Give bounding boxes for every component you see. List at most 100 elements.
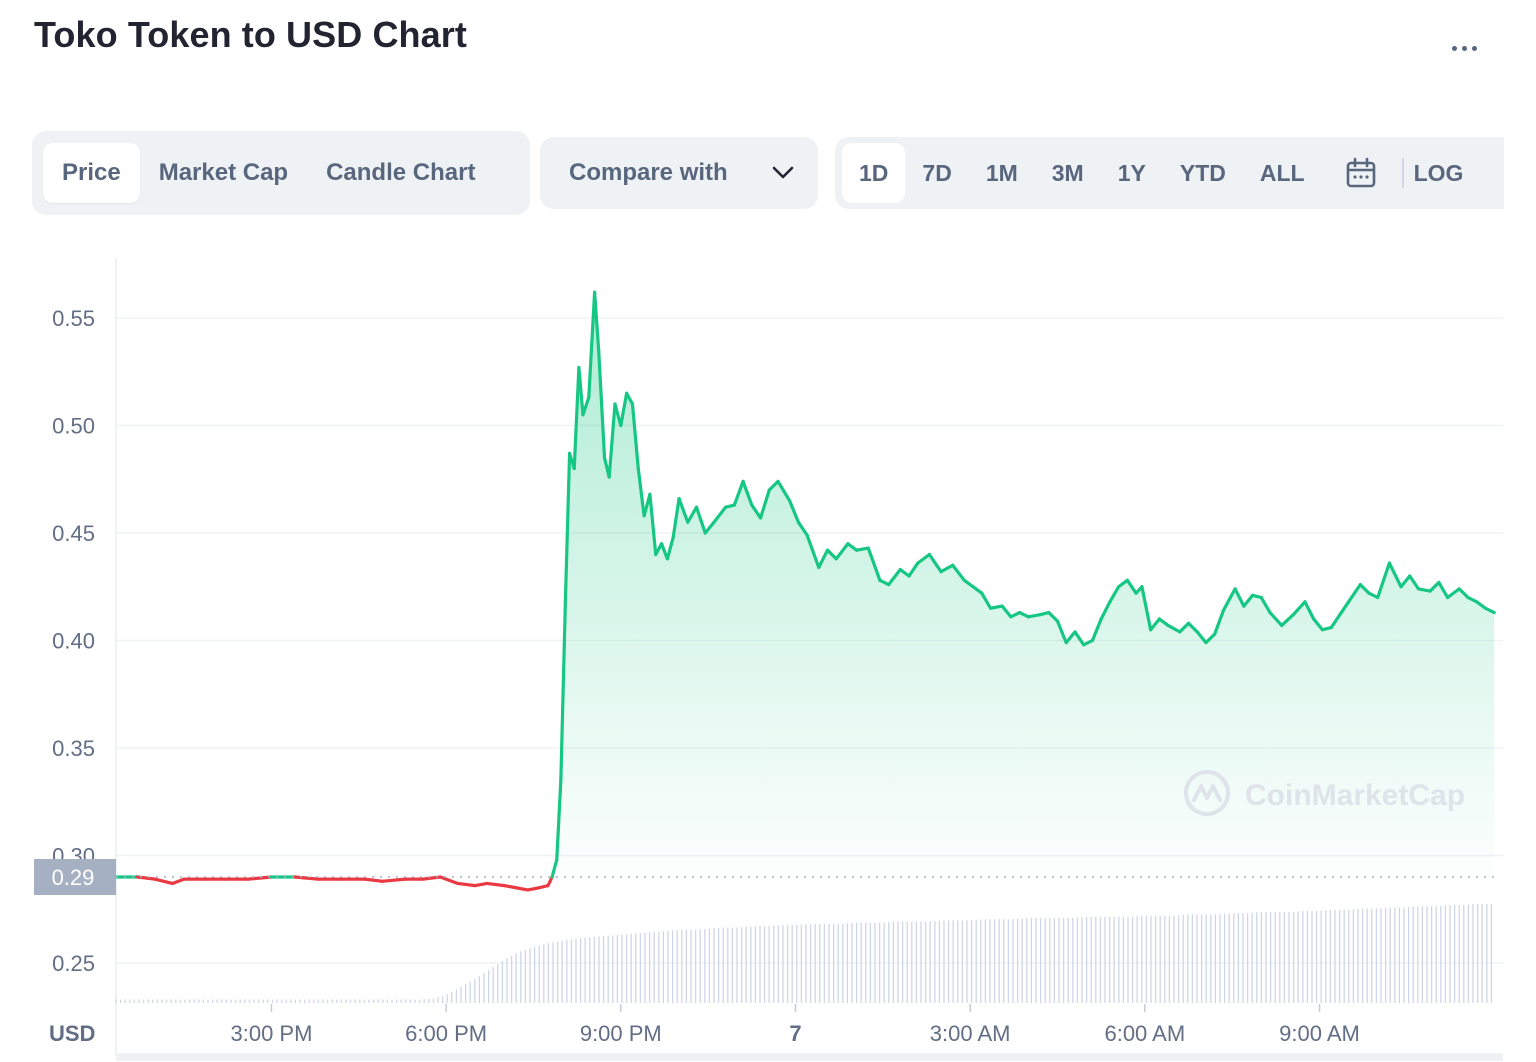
price-line-segment	[630, 402, 640, 471]
range-3m[interactable]: 3M	[1051, 160, 1084, 186]
price-line-segment	[834, 542, 850, 561]
price-line-segment	[1149, 617, 1161, 632]
price-line-segment	[559, 595, 568, 782]
price-line-segment	[1233, 587, 1246, 608]
price-line-segment	[1055, 619, 1068, 645]
y-axis-unit-label: USD	[49, 1021, 95, 1046]
tab-price[interactable]: Price	[43, 143, 140, 203]
price-line-segment	[587, 290, 597, 400]
price-line-segment	[1213, 608, 1226, 636]
calendar-icon[interactable]	[1330, 143, 1392, 203]
price-line-segment	[846, 542, 859, 552]
tab-candle-chart[interactable]: Candle Chart	[326, 159, 476, 186]
price-line-segment	[939, 563, 955, 574]
price-line-segment	[758, 488, 771, 520]
price-line-segment	[988, 604, 1004, 610]
price-line-segment	[597, 348, 607, 460]
price-line-segment	[951, 563, 966, 582]
reference-price-tag	[34, 859, 116, 895]
price-line-segment	[550, 858, 559, 879]
more-horizontal-icon[interactable]	[1446, 34, 1482, 62]
price-line-segment	[1221, 587, 1237, 613]
price-line-segment	[1445, 587, 1461, 600]
x-tick-label: 6:00 PM	[405, 1021, 487, 1046]
price-line-segment	[1125, 578, 1138, 595]
price-line-segment	[526, 886, 541, 892]
price-line-segment	[1099, 600, 1112, 621]
range-1d[interactable]: 1D	[842, 143, 906, 203]
page-title: Toko Token to USD Chart	[34, 14, 467, 55]
tab-market-cap[interactable]: Market Cap	[158, 159, 289, 186]
price-line-segment	[1064, 630, 1077, 645]
x-tick-label: 9:00 AM	[1279, 1021, 1360, 1046]
y-tick-label: 0.35	[52, 736, 95, 761]
price-line-segment	[1026, 613, 1042, 619]
range-1m[interactable]: 1M	[985, 160, 1018, 186]
price-line-segment	[677, 497, 690, 524]
price-line-segment	[694, 505, 707, 535]
price-line-segment	[170, 877, 186, 886]
price-line-segment	[581, 395, 591, 417]
price-line-segment	[1408, 574, 1421, 591]
price-line-segment	[671, 497, 681, 539]
watermark-text: CoinMarketCap	[1245, 779, 1465, 812]
x-tick-label: 6:00 AM	[1104, 1021, 1185, 1046]
price-line-segment	[805, 533, 821, 570]
x-tick-label: 3:00 PM	[230, 1021, 312, 1046]
price-line-segment	[750, 503, 763, 520]
price-line-segment	[825, 548, 838, 561]
price-line-segment	[572, 365, 581, 471]
x-tick-label: 9:00 PM	[580, 1021, 662, 1046]
price-line-segment	[1186, 621, 1199, 634]
price-line-segment	[817, 548, 830, 570]
coinmarketcap-watermark: CoinMarketCap	[1184, 770, 1465, 816]
price-line-segment	[593, 290, 601, 352]
price-line-segment	[1195, 630, 1208, 645]
price-line-segment	[1291, 600, 1307, 617]
price-line-segment	[767, 479, 780, 492]
dot-icon	[1451, 45, 1457, 51]
price-line-segment	[1204, 632, 1217, 645]
price-line-segment	[246, 875, 274, 881]
range-all[interactable]: ALL	[1259, 160, 1305, 186]
price-line-segment	[1000, 604, 1013, 619]
y-tick-label: 0.50	[52, 414, 95, 439]
price-line-segment	[1140, 585, 1153, 632]
price-line-segment	[878, 578, 891, 587]
log-scale-toggle[interactable]: LOG	[1413, 159, 1464, 186]
chart-type-tabs: Price Market Cap Candle Chart	[32, 131, 530, 215]
price-line-segment	[665, 535, 675, 561]
range-7d[interactable]: 7D	[922, 160, 952, 186]
price-line-segment	[1312, 617, 1325, 632]
price-line-segment	[1108, 585, 1121, 604]
price-line-segment	[898, 567, 911, 578]
x-tick-label: 7	[789, 1021, 801, 1046]
price-line-segment	[1428, 580, 1441, 593]
price-line-segment	[438, 875, 460, 886]
range-ytd[interactable]: YTD	[1179, 160, 1226, 186]
dot-icon	[1461, 45, 1467, 51]
reference-price-label: 0.29	[52, 865, 95, 890]
range-1y[interactable]: 1Y	[1117, 160, 1146, 186]
price-line-segment	[703, 520, 716, 535]
y-tick-label: 0.45	[52, 521, 95, 546]
price-line-segment	[1475, 600, 1488, 610]
price-line-segment	[1268, 610, 1284, 628]
price-line-segment	[887, 567, 902, 587]
price-line-segment	[788, 499, 800, 524]
price-line-segment	[1280, 613, 1295, 628]
price-line-segment	[712, 505, 728, 524]
y-tick-label: 0.55	[52, 306, 95, 331]
price-line-segment	[1457, 587, 1470, 600]
price-line-segment	[648, 492, 658, 557]
price-line-segment	[1376, 561, 1391, 600]
compare-with-dropdown[interactable]: Compare with	[540, 137, 818, 209]
price-line-segment	[1082, 638, 1095, 647]
y-tick-label: 0.40	[52, 629, 95, 654]
price-line-segment	[1416, 587, 1432, 593]
price-line-segment	[619, 391, 629, 428]
price-line-segment	[1329, 613, 1342, 630]
price-line-segment	[1166, 623, 1182, 634]
price-line-segment	[577, 365, 585, 417]
